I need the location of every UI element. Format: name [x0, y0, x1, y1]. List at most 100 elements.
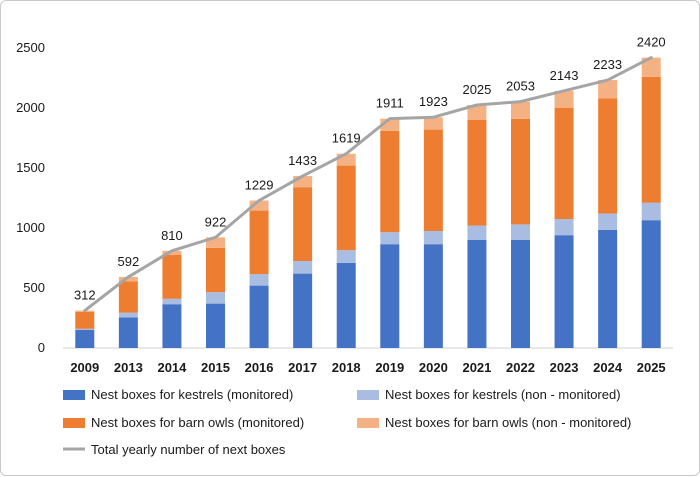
- bar-segment-nest-boxes-for-barn-owls-monitored-2013: [118, 281, 138, 313]
- bar-segment-nest-boxes-for-barn-owls-monitored-2016: [249, 210, 269, 275]
- bar-segment-nest-boxes-for-kestrels-non-monitored-2020: [423, 231, 443, 245]
- bar-segment-nest-boxes-for-kestrels-monitored-2018: [336, 262, 356, 348]
- total-data-label: 2420: [637, 35, 666, 50]
- x-tick-label: 2015: [201, 360, 230, 375]
- bar-segment-nest-boxes-for-barn-owls-non-monitored-2017: [293, 176, 313, 188]
- x-tick-label: 2024: [593, 360, 623, 375]
- total-data-label: 922: [205, 214, 227, 229]
- y-tick-label: 1000: [16, 220, 45, 235]
- bar-segment-nest-boxes-for-barn-owls-monitored-2022: [511, 118, 530, 225]
- bar-segment-nest-boxes-for-barn-owls-monitored-2009: [75, 311, 95, 329]
- x-tick-label: 2017: [288, 360, 317, 375]
- total-data-label: 1911: [376, 96, 404, 111]
- bar-segment-nest-boxes-for-barn-owls-non-monitored-2014: [162, 250, 182, 255]
- bar-segment-nest-boxes-for-barn-owls-monitored-2020: [423, 129, 443, 231]
- bar-segment-nest-boxes-for-kestrels-monitored-2013: [118, 317, 138, 348]
- bar-segment-nest-boxes-for-kestrels-non-monitored-2017: [293, 261, 313, 274]
- bar-segment-nest-boxes-for-kestrels-non-monitored-2024: [598, 213, 618, 230]
- bar-segment-nest-boxes-for-kestrels-non-monitored-2023: [554, 219, 574, 236]
- bar-segment-nest-boxes-for-kestrels-monitored-2016: [249, 285, 269, 348]
- bar-segment-nest-boxes-for-kestrels-non-monitored-2015: [206, 292, 225, 304]
- bar-segment-nest-boxes-for-barn-owls-monitored-2025: [641, 76, 661, 203]
- total-data-label: 1229: [245, 178, 274, 193]
- bar-segment-nest-boxes-for-kestrels-monitored-2014: [162, 304, 182, 348]
- x-tick-label: 2013: [114, 360, 143, 375]
- total-data-label: 592: [118, 254, 140, 269]
- bar-segment-nest-boxes-for-barn-owls-non-monitored-2013: [118, 276, 138, 282]
- x-tick-label: 2021: [462, 360, 491, 375]
- bar-segment-nest-boxes-for-kestrels-monitored-2019: [380, 244, 400, 348]
- bar-segment-nest-boxes-for-barn-owls-monitored-2023: [554, 108, 574, 219]
- bar-segment-nest-boxes-for-barn-owls-monitored-2015: [206, 247, 225, 293]
- y-tick-label: 1500: [16, 160, 45, 175]
- bar-segment-nest-boxes-for-kestrels-non-monitored-2019: [380, 232, 400, 245]
- bar-segment-nest-boxes-for-barn-owls-non-monitored-2018: [336, 153, 356, 166]
- bar-segment-nest-boxes-for-kestrels-monitored-2020: [423, 244, 443, 348]
- legend-swatch-barn-owls-monitored: [63, 418, 85, 428]
- bar-segment-nest-boxes-for-kestrels-non-monitored-2021: [467, 225, 487, 240]
- bar-segment-nest-boxes-for-kestrels-monitored-2017: [293, 273, 313, 348]
- bar-segment-nest-boxes-for-kestrels-non-monitored-2009: [75, 328, 95, 330]
- legend-label-kestrels-non-monitored: Nest boxes for kestrels (non - monitored…: [385, 387, 621, 402]
- bar-segment-nest-boxes-for-kestrels-non-monitored-2022: [511, 224, 530, 240]
- total-data-label: 2233: [593, 57, 622, 72]
- bar-segment-nest-boxes-for-kestrels-non-monitored-2014: [162, 298, 182, 305]
- x-tick-label: 2019: [375, 360, 404, 375]
- bar-segment-nest-boxes-for-barn-owls-non-monitored-2020: [423, 117, 443, 130]
- bar-segment-nest-boxes-for-kestrels-monitored-2024: [598, 229, 618, 348]
- legend-label-barn-owls-non-monitored: Nest boxes for barn owls (non - monitore…: [385, 415, 631, 430]
- bar-segment-nest-boxes-for-barn-owls-non-monitored-2016: [249, 200, 269, 211]
- bar-segment-nest-boxes-for-barn-owls-monitored-2019: [380, 130, 400, 233]
- bar-segment-nest-boxes-for-barn-owls-non-monitored-2023: [554, 90, 574, 108]
- total-data-label: 1619: [332, 131, 361, 146]
- total-data-label: 1923: [419, 94, 448, 109]
- bar-segment-nest-boxes-for-barn-owls-non-monitored-2024: [598, 80, 618, 99]
- bar-segment-nest-boxes-for-kestrels-monitored-2015: [206, 303, 225, 348]
- bar-segment-nest-boxes-for-barn-owls-non-monitored-2021: [467, 105, 487, 120]
- x-axis: 2009 2013 2014 2015 2016 2017 2018 2019 2020 2021…: [70, 360, 665, 375]
- bar-segment-nest-boxes-for-barn-owls-monitored-2017: [293, 187, 313, 261]
- bar-segment-nest-boxes-for-barn-owls-monitored-2021: [467, 120, 487, 226]
- legend-label-barn-owls-monitored: Nest boxes for barn owls (monitored): [91, 415, 304, 430]
- bar-segment-nest-boxes-for-kestrels-monitored-2022: [511, 240, 530, 348]
- bar-segment-nest-boxes-for-kestrels-non-monitored-2013: [118, 312, 138, 318]
- bar-segment-nest-boxes-for-kestrels-monitored-2025: [641, 220, 661, 348]
- y-tick-label: 2500: [16, 40, 45, 55]
- bar-segment-nest-boxes-for-barn-owls-non-monitored-2015: [206, 237, 225, 248]
- x-tick-label: 2014: [157, 360, 187, 375]
- x-tick-label: 2018: [332, 360, 361, 375]
- total-data-label: 810: [161, 228, 183, 243]
- bar-segment-nest-boxes-for-kestrels-monitored-2023: [554, 235, 574, 348]
- bar-segment-nest-boxes-for-barn-owls-monitored-2018: [336, 165, 356, 251]
- x-tick-label: 2025: [637, 360, 666, 375]
- total-data-label: 312: [74, 288, 96, 303]
- legend-swatch-kestrels-non-monitored: [357, 390, 379, 400]
- total-data-label: 1433: [288, 153, 317, 168]
- y-axis: 0 500 1000 1500 2000 2500: [16, 40, 45, 355]
- y-tick-label: 0: [38, 340, 45, 355]
- bar-segment-nest-boxes-for-barn-owls-non-monitored-2022: [511, 101, 530, 119]
- total-line-group: 312 592 810 922 1229 1433 1619 1911 1923 2025 2053…: [74, 35, 666, 313]
- total-data-label: 2143: [550, 68, 579, 83]
- total-data-label: 2053: [506, 79, 535, 94]
- x-tick-label: 2009: [70, 360, 99, 375]
- legend-label-kestrels-monitored: Nest boxes for kestrels (monitored): [91, 387, 293, 402]
- bar-segment-nest-boxes-for-barn-owls-non-monitored-2025: [641, 57, 661, 77]
- total-data-label: 2025: [462, 82, 491, 97]
- x-tick-label: 2020: [419, 360, 448, 375]
- bar-segment-nest-boxes-for-kestrels-non-monitored-2025: [641, 202, 661, 221]
- x-tick-label: 2022: [506, 360, 535, 375]
- x-tick-label: 2023: [550, 360, 579, 375]
- y-tick-label: 500: [23, 280, 45, 295]
- bar-segment-nest-boxes-for-kestrels-monitored-2021: [467, 240, 487, 348]
- total-line: [83, 56, 653, 313]
- bar-segment-nest-boxes-for-barn-owls-monitored-2024: [598, 98, 618, 214]
- legend-label-total-line: Total yearly number of next boxes: [91, 442, 286, 457]
- bars-group: [75, 57, 661, 348]
- legend-swatch-barn-owls-non-monitored: [357, 418, 379, 428]
- bar-segment-nest-boxes-for-kestrels-non-monitored-2016: [249, 274, 269, 286]
- bar-segment-nest-boxes-for-kestrels-non-monitored-2018: [336, 250, 356, 263]
- legend: Nest boxes for kestrels (monitored) Nest…: [63, 387, 631, 457]
